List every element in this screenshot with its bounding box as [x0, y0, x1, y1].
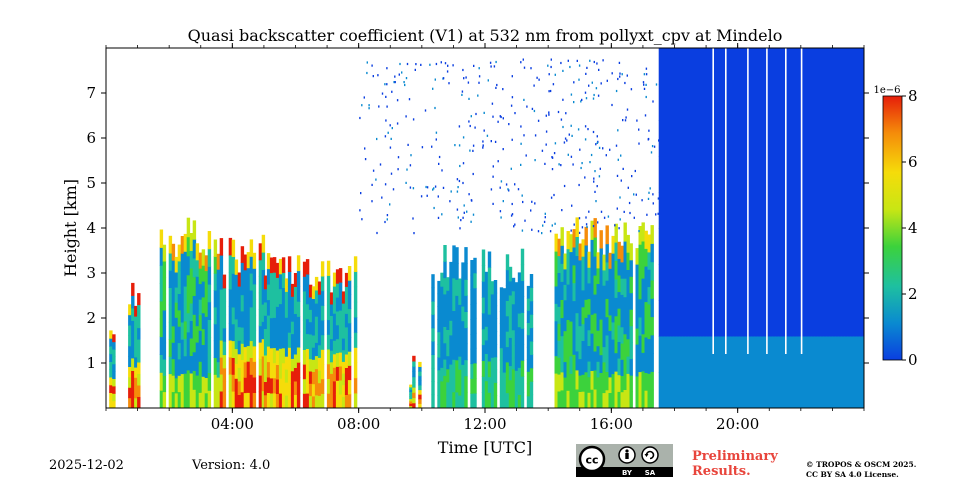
- preliminary-line-2: Results.: [692, 464, 751, 479]
- colorbar-ticks: 0 2 4 6 8: [902, 87, 918, 369]
- svg-text:BY: BY: [622, 469, 633, 477]
- y-tick-label: 7: [86, 84, 96, 102]
- data-segment: [431, 245, 477, 408]
- colorbar-tick-label: 6: [908, 153, 918, 171]
- colorbar-tick-label: 4: [908, 219, 918, 237]
- x-axis-label: Time [UTC]: [438, 438, 532, 457]
- x-tick-label: 08:00: [337, 415, 380, 433]
- data-segment: [658, 48, 864, 408]
- y-tick-label: 6: [86, 129, 96, 147]
- svg-text:SA: SA: [645, 469, 656, 477]
- cc-license-badge: cc BY SA: [576, 444, 673, 477]
- y-tick-label: 5: [86, 174, 96, 192]
- sa-icon: [641, 446, 659, 464]
- y-tick-label: 1: [86, 354, 96, 372]
- data-gaps: [712, 48, 803, 354]
- heatmap-area: [109, 48, 864, 408]
- data-segment: [263, 253, 358, 408]
- axis-ticks: 04:00 08:00 12:00 16:00 20:00 1 2 3 4 5 6 7: [86, 43, 869, 433]
- date-label: 2025-12-02: [49, 458, 124, 473]
- x-tick-label: 12:00: [463, 415, 506, 433]
- copyright-line-1: © TROPOS & OSCM 2025.: [806, 460, 917, 469]
- colorbar-tick-label: 2: [908, 285, 918, 303]
- colorbar-tick-label: 8: [908, 87, 918, 105]
- data-segment: [481, 248, 534, 408]
- data-segment: [109, 330, 116, 408]
- y-axis-label: Height [km]: [61, 179, 80, 277]
- y-tick-label: 4: [86, 219, 96, 237]
- x-tick-label: 04:00: [211, 415, 254, 433]
- preliminary-line-1: Preliminary: [692, 449, 778, 464]
- noise-speckles: [359, 58, 660, 235]
- copyright-notice: © TROPOS & OSCM 2025. CC BY SA 4.0 Licen…: [806, 460, 916, 480]
- version-label: Version: 4.0: [192, 458, 271, 473]
- cc-icon: [578, 445, 606, 473]
- y-tick-label: 2: [86, 309, 96, 327]
- preliminary-results-label: Preliminary Results.: [692, 449, 778, 479]
- x-tick-label: 20:00: [716, 415, 759, 433]
- data-segment: [159, 217, 221, 408]
- copyright-line-2: CC BY SA 4.0 License.: [806, 470, 899, 479]
- data-segment: [409, 355, 422, 408]
- colorbar-tick-label: 0: [908, 351, 918, 369]
- data-segment: [219, 234, 266, 408]
- chart-title: Quasi backscatter coefficient (V1) at 53…: [188, 26, 783, 45]
- x-tick-label: 16:00: [590, 415, 633, 433]
- colorbar-scale-label: 1e−6: [873, 85, 900, 96]
- svg-text:cc: cc: [585, 454, 598, 467]
- data-segment: [554, 217, 654, 408]
- colorbar: [882, 95, 903, 361]
- data-segment: [128, 282, 141, 408]
- y-tick-label: 3: [86, 264, 96, 282]
